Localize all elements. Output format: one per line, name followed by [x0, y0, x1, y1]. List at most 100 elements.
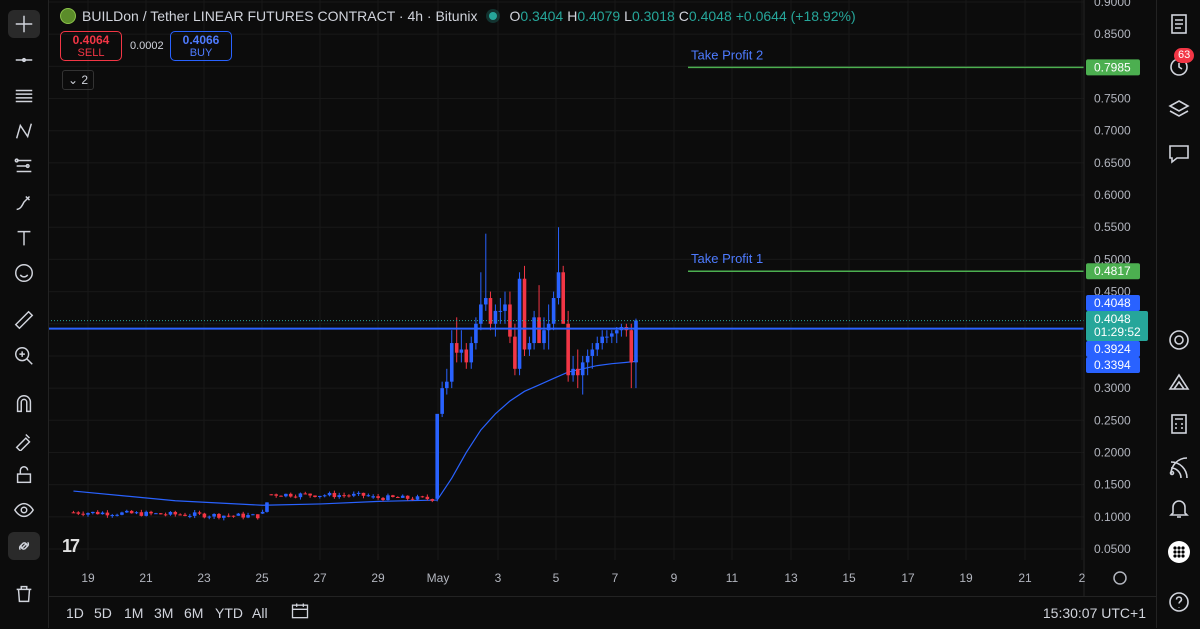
brush-icon[interactable]: [8, 188, 40, 216]
range-ytd[interactable]: YTD: [215, 605, 243, 621]
ideas-icon[interactable]: [1165, 368, 1193, 396]
candle-body: [255, 514, 260, 519]
go-to-date-icon[interactable]: [290, 601, 310, 624]
candle-body: [430, 499, 435, 501]
magnet-icon[interactable]: [8, 390, 40, 418]
fib-icon[interactable]: [8, 82, 40, 110]
help-icon[interactable]: [1165, 588, 1193, 616]
notifications-badge: 63: [1174, 48, 1195, 63]
candle-body: [222, 515, 226, 518]
candle-body: [284, 493, 288, 497]
watchlist-icon[interactable]: [1165, 10, 1193, 38]
candle-body: [445, 381, 449, 389]
link-icon[interactable]: [8, 532, 40, 560]
lock-draw-icon[interactable]: [8, 426, 40, 454]
range-5d[interactable]: 5D: [94, 605, 112, 621]
clock[interactable]: 15:30:07 UTC+1: [1042, 605, 1146, 621]
change-value: +0.0644 (+18.92%): [735, 8, 856, 24]
candle-body: [158, 513, 163, 515]
candle-body: [212, 513, 216, 517]
unlock-icon[interactable]: [8, 461, 40, 489]
price-chart[interactable]: Take Profit 2 Take Profit 1 0.0500 0.1000 0…: [48, 0, 1156, 628]
indicators-toggle[interactable]: ⌄ 2: [62, 70, 94, 90]
candle-body: [154, 513, 158, 515]
crosshair-icon[interactable]: [8, 10, 40, 38]
layers-icon[interactable]: [1165, 96, 1193, 124]
bottom-bar: 1D 5D 1M 3M 6M YTD All 15:30:07 UTC+1: [48, 596, 1156, 629]
candle-body: [139, 512, 144, 516]
symbol-title[interactable]: BUILDon / Tether LINEAR FUTURES CONTRACT…: [82, 8, 478, 24]
candle-body: [241, 513, 245, 518]
eye-icon[interactable]: [8, 496, 40, 524]
candle-body: [410, 498, 415, 500]
candle-body: [342, 495, 346, 497]
ruler-icon[interactable]: [8, 306, 40, 334]
text-icon[interactable]: [8, 224, 40, 252]
y-tick-label: 0.5500: [1094, 220, 1131, 234]
time-axis: 19 21 23 25 27 29 May 3 5 7 9 11 13 15 17 19 21 2: [81, 571, 1127, 585]
candle-body: [590, 349, 595, 356]
candle-body: [226, 515, 231, 517]
candles-layer: [71, 227, 638, 521]
broadcast-icon[interactable]: [1165, 452, 1193, 480]
market-open-icon: [489, 12, 498, 20]
chat-icon[interactable]: [1165, 140, 1193, 168]
zoom-in-icon[interactable]: [8, 342, 40, 370]
pattern-icon[interactable]: [8, 117, 40, 145]
y-tick-label: 0.7500: [1094, 92, 1131, 106]
x-tick-label: 27: [313, 571, 327, 585]
candle-body: [537, 317, 541, 344]
price-label-bg: [1086, 295, 1140, 311]
candle-body: [76, 512, 81, 514]
bell-icon[interactable]: [1165, 494, 1193, 522]
candle-body: [614, 330, 619, 334]
candle-body: [610, 333, 614, 337]
trend-line-icon[interactable]: [8, 46, 40, 74]
candle-body: [366, 495, 371, 497]
range-all[interactable]: All: [252, 605, 268, 621]
range-1m[interactable]: 1M: [124, 605, 144, 621]
candle-body: [168, 511, 173, 515]
candle-body: [322, 495, 327, 497]
range-6m[interactable]: 6M: [184, 605, 204, 621]
last-price-label: 0.4048: [1094, 312, 1131, 326]
trash-icon[interactable]: [8, 580, 40, 608]
candle-body: [532, 317, 536, 344]
price-label-bg: [1086, 263, 1140, 280]
candle-body: [464, 349, 469, 363]
price-label-bg: [1086, 357, 1140, 373]
target-icon[interactable]: [1165, 326, 1193, 354]
candle-body: [542, 330, 546, 344]
candle-body: [303, 493, 308, 495]
price-label: 0.4817: [1094, 264, 1131, 278]
x-tick-label: 5: [553, 571, 560, 585]
emoji-icon[interactable]: [8, 259, 40, 287]
candle-body: [81, 513, 85, 515]
range-1d[interactable]: 1D: [66, 605, 84, 621]
x-tick-label: 9: [671, 571, 678, 585]
price-lines-layer: Take Profit 2 Take Profit 1: [48, 47, 1084, 330]
y-tick-label: 0.8500: [1094, 27, 1131, 41]
close-label: C: [678, 8, 689, 24]
x-tick-label: 21: [1018, 571, 1032, 585]
low-label: L: [624, 8, 632, 24]
buy-button[interactable]: 0.4066 BUY: [170, 31, 232, 61]
candle-body: [585, 355, 590, 363]
apps-icon[interactable]: [1165, 538, 1193, 566]
sell-button[interactable]: 0.4064 SELL: [60, 31, 122, 61]
candle-body: [178, 514, 182, 516]
candle-body: [449, 343, 454, 382]
candle-body: [396, 497, 400, 499]
calculator-icon[interactable]: [1165, 410, 1193, 438]
x-tick-label: 13: [784, 571, 798, 585]
candle-body: [217, 513, 221, 518]
candle-body: [149, 511, 153, 514]
x-tick-label: 2: [1079, 571, 1086, 585]
projection-icon[interactable]: [8, 152, 40, 180]
candle-body: [71, 512, 76, 514]
chart-grid: [48, 0, 1084, 560]
candle-body: [288, 493, 293, 497]
low-value: 0.3018: [631, 8, 675, 24]
range-3m[interactable]: 3M: [154, 605, 174, 621]
price-label: 0.3924: [1094, 342, 1131, 356]
